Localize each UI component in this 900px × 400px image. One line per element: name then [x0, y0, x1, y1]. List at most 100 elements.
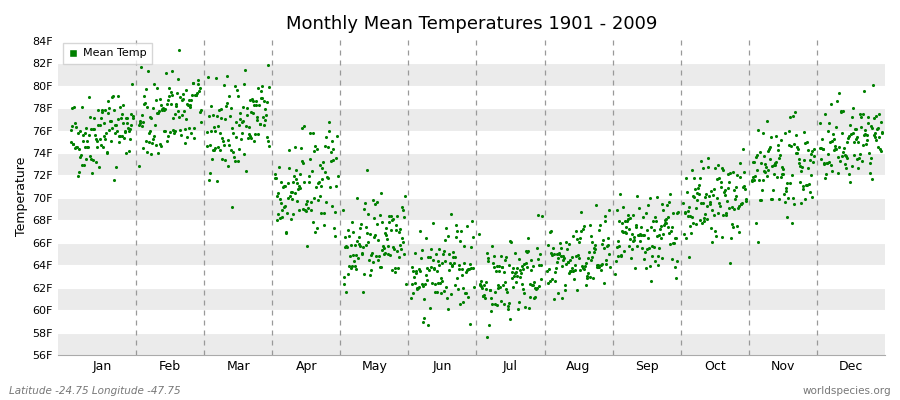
- Point: [383, 227, 398, 234]
- Point: [253, 121, 267, 127]
- Point: [65, 123, 79, 130]
- Point: [345, 263, 359, 269]
- Point: [219, 103, 233, 109]
- Point: [643, 195, 657, 202]
- Point: [664, 256, 679, 262]
- Point: [182, 96, 196, 103]
- Point: [843, 179, 858, 186]
- Point: [96, 133, 111, 140]
- Point: [839, 165, 853, 171]
- Point: [376, 245, 391, 251]
- Point: [346, 229, 360, 236]
- Point: [779, 214, 794, 220]
- Point: [86, 157, 100, 163]
- Point: [669, 235, 683, 241]
- Point: [829, 123, 843, 130]
- Point: [648, 258, 662, 264]
- Point: [457, 260, 472, 266]
- Point: [269, 192, 284, 199]
- Point: [94, 106, 109, 113]
- Point: [483, 287, 498, 293]
- Point: [310, 146, 324, 152]
- Point: [832, 144, 846, 150]
- Point: [165, 92, 179, 98]
- Bar: [58, 153, 885, 176]
- Point: [702, 201, 716, 208]
- Point: [548, 268, 562, 275]
- Point: [454, 300, 468, 307]
- Point: [532, 282, 546, 289]
- Point: [241, 134, 256, 141]
- Point: [567, 262, 581, 268]
- Point: [706, 192, 720, 198]
- Point: [750, 152, 764, 158]
- Point: [622, 242, 636, 249]
- Point: [602, 251, 616, 258]
- Point: [343, 253, 357, 259]
- Point: [698, 210, 712, 217]
- Point: [663, 191, 678, 197]
- Point: [659, 215, 673, 222]
- Point: [734, 201, 748, 207]
- Point: [158, 128, 173, 134]
- Point: [494, 298, 508, 304]
- Point: [316, 159, 330, 165]
- Point: [725, 220, 740, 227]
- Point: [288, 190, 302, 196]
- Point: [480, 250, 494, 256]
- Point: [188, 92, 202, 98]
- Point: [185, 80, 200, 86]
- Point: [814, 145, 829, 151]
- Point: [424, 263, 438, 270]
- Point: [111, 116, 125, 122]
- Point: [385, 217, 400, 223]
- Point: [535, 212, 549, 219]
- Point: [846, 130, 860, 136]
- Point: [558, 282, 572, 289]
- Point: [191, 77, 205, 83]
- Point: [732, 228, 746, 235]
- Point: [462, 266, 476, 272]
- Point: [706, 238, 720, 245]
- Point: [270, 217, 284, 224]
- Point: [662, 198, 677, 205]
- Point: [678, 210, 692, 217]
- Point: [627, 237, 642, 243]
- Point: [431, 258, 446, 265]
- Point: [574, 209, 589, 216]
- Point: [328, 208, 342, 215]
- Point: [284, 189, 298, 195]
- Point: [660, 201, 674, 208]
- Point: [109, 163, 123, 170]
- Point: [688, 185, 702, 192]
- Point: [862, 160, 877, 166]
- Point: [730, 172, 744, 178]
- Point: [190, 16, 204, 23]
- Point: [707, 165, 722, 172]
- Point: [71, 169, 86, 176]
- Point: [165, 67, 179, 74]
- Point: [765, 196, 779, 202]
- Point: [282, 147, 296, 154]
- Point: [118, 129, 132, 135]
- Point: [206, 112, 220, 119]
- Point: [597, 245, 611, 252]
- Point: [578, 263, 592, 270]
- Point: [235, 130, 249, 136]
- Point: [179, 87, 194, 93]
- Point: [379, 232, 393, 238]
- Point: [875, 130, 889, 136]
- Point: [562, 270, 577, 276]
- Point: [500, 289, 514, 295]
- Point: [778, 198, 792, 205]
- Point: [581, 249, 596, 255]
- Point: [450, 275, 464, 281]
- Point: [614, 252, 628, 259]
- Point: [804, 172, 818, 178]
- Point: [387, 269, 401, 275]
- Point: [347, 242, 362, 249]
- Point: [234, 136, 248, 142]
- Point: [720, 198, 734, 204]
- Point: [825, 138, 840, 144]
- Point: [243, 97, 257, 104]
